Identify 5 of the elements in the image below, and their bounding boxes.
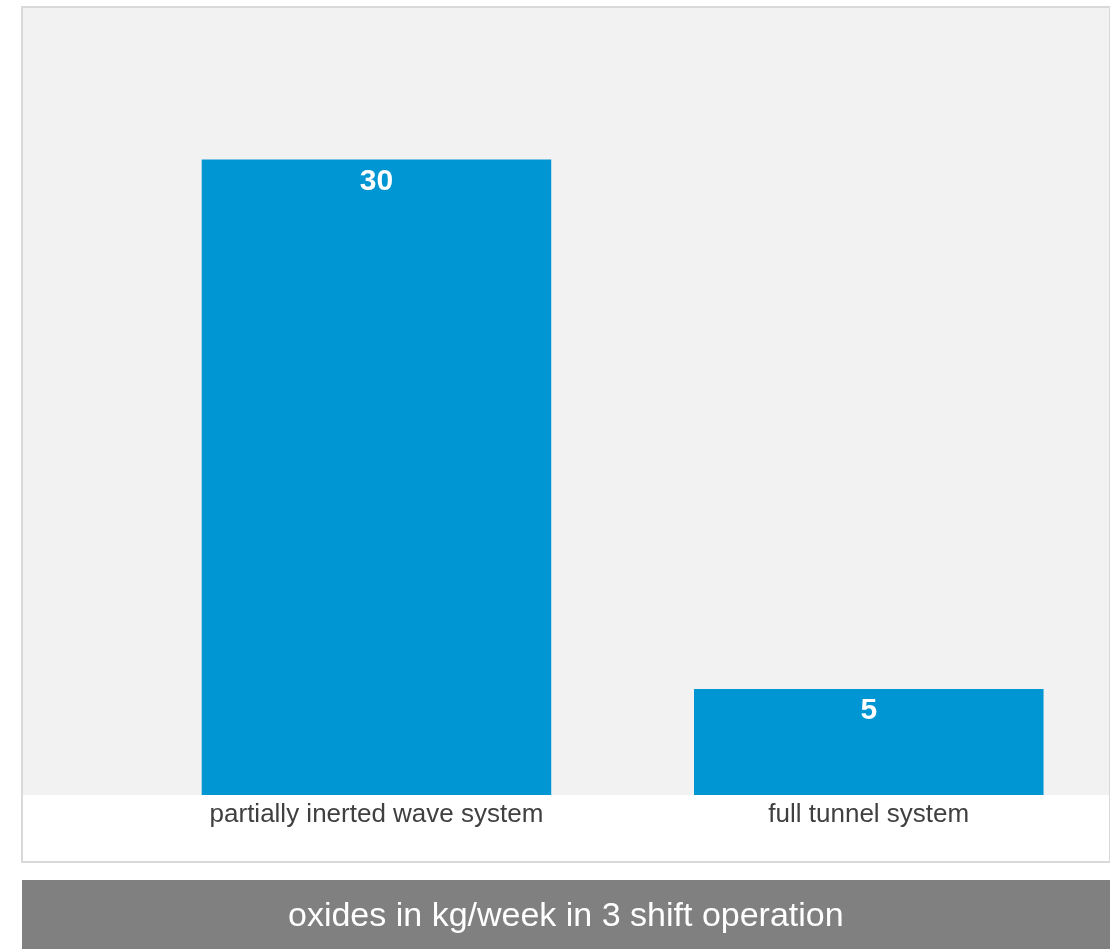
data-label: 5 bbox=[860, 692, 878, 726]
text: oxides in kg/week in 3 shift operation bbox=[288, 895, 844, 933]
x-tick-label: partially inerted wave system bbox=[209, 798, 544, 828]
x-tick-label: full tunnel system bbox=[768, 798, 970, 828]
data-label: 30 bbox=[359, 162, 394, 196]
